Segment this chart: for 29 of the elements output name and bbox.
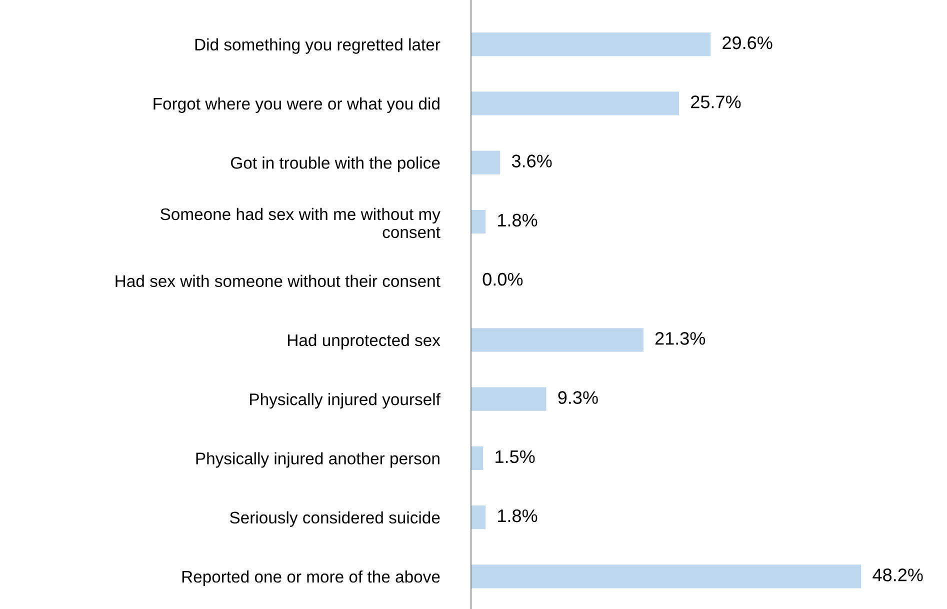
bar bbox=[471, 210, 486, 234]
y-tick-label: Physically injured another person bbox=[196, 452, 440, 468]
y-tick-label: Had unprotected sex bbox=[288, 334, 440, 350]
data-label: 48.2% bbox=[872, 568, 923, 582]
data-label: 3.6% bbox=[512, 154, 552, 168]
y-tick-label: Reported one or more of the above bbox=[182, 570, 440, 586]
data-label: 1.8% bbox=[498, 214, 538, 227]
bar bbox=[471, 446, 484, 470]
y-tick-label: Had sex with someone without their consent bbox=[116, 274, 440, 288]
bar bbox=[471, 564, 862, 588]
y-tick-label: Seriously considered suicide bbox=[230, 511, 440, 527]
bar bbox=[471, 387, 546, 411]
data-label: 25.7% bbox=[691, 96, 741, 108]
y-tick-label: Physically injured yourself bbox=[250, 393, 440, 409]
data-label: 29.6% bbox=[722, 36, 772, 50]
data-label: 1.8% bbox=[498, 509, 538, 522]
bar bbox=[471, 32, 711, 56]
bar bbox=[471, 328, 644, 352]
data-label: 0.0% bbox=[482, 272, 523, 286]
y-tick-label: Got in trouble with the police bbox=[230, 156, 440, 172]
data-label: 1.5% bbox=[496, 450, 535, 464]
data-label: 21.3% bbox=[655, 332, 706, 345]
bar bbox=[471, 150, 500, 174]
bar bbox=[471, 92, 680, 116]
y-tick-label: Did something you regretted later bbox=[195, 38, 440, 54]
y-tick-label: Forgot where you were or what you did bbox=[154, 97, 440, 113]
bar bbox=[471, 506, 486, 530]
y-tick-label: Someone had sex with me without my consent bbox=[160, 208, 440, 238]
data-label: 9.3% bbox=[558, 391, 598, 404]
